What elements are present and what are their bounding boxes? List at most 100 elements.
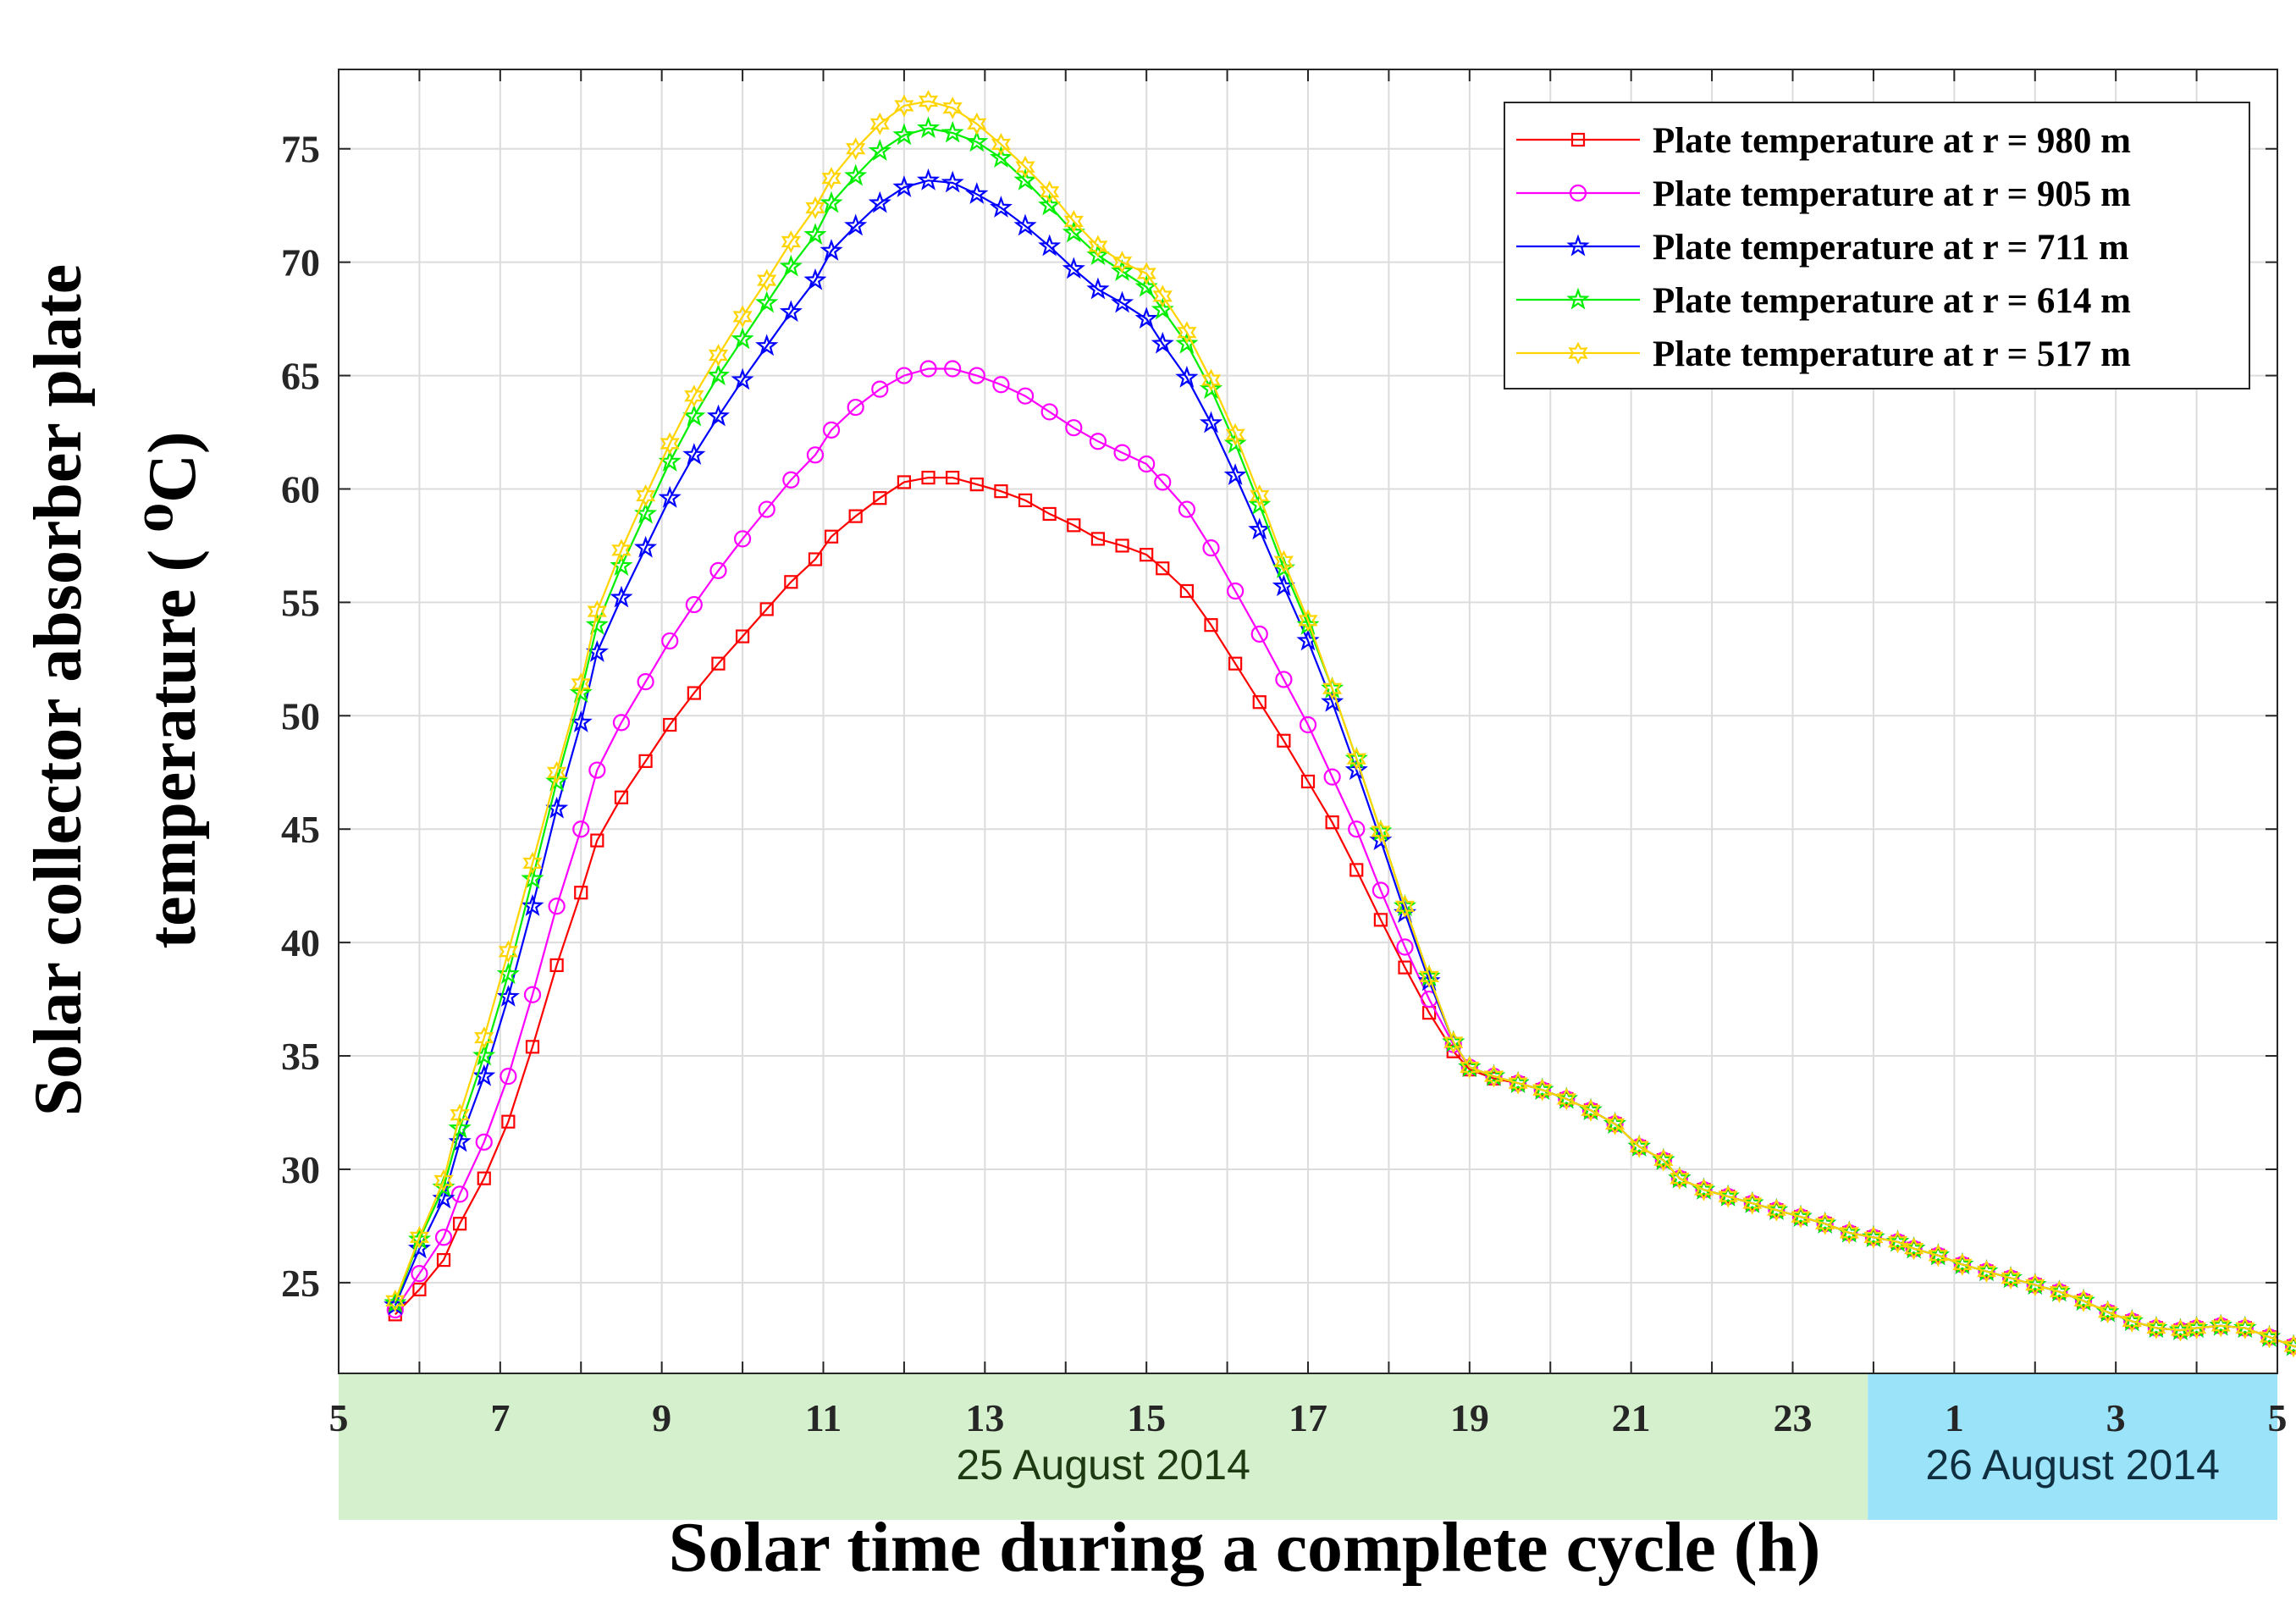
data-point bbox=[610, 554, 633, 577]
data-point bbox=[548, 898, 566, 915]
data-point bbox=[1223, 463, 1247, 485]
data-point bbox=[1136, 262, 1156, 285]
data-point bbox=[895, 367, 913, 384]
data-point bbox=[1013, 168, 1037, 191]
day-band-label-2: 26 August 2014 bbox=[1925, 1441, 2220, 1489]
data-point bbox=[1791, 1205, 1811, 1229]
data-point bbox=[477, 1171, 491, 1185]
day-band-label-1: 25 August 2014 bbox=[956, 1441, 1250, 1489]
day-bands bbox=[339, 1373, 2277, 1520]
series-line bbox=[394, 100, 2296, 1348]
data-point bbox=[846, 137, 866, 161]
data-point bbox=[732, 305, 753, 329]
data-point bbox=[1202, 539, 1220, 557]
data-point bbox=[614, 790, 629, 804]
series-1 bbox=[388, 470, 2296, 1353]
data-point bbox=[965, 182, 989, 204]
y-tick-label: 40 bbox=[281, 921, 320, 964]
data-point bbox=[806, 446, 825, 464]
data-point bbox=[2283, 1334, 2296, 1358]
data-point bbox=[779, 254, 803, 277]
data-point bbox=[1175, 331, 1199, 354]
y-tick-label: 55 bbox=[281, 581, 320, 624]
data-point bbox=[549, 958, 564, 973]
data-point bbox=[1086, 277, 1110, 300]
x-tick-label: 23 bbox=[1774, 1396, 1813, 1439]
data-point bbox=[633, 535, 658, 558]
y-tick-label: 65 bbox=[281, 355, 320, 398]
data-point bbox=[1252, 695, 1267, 710]
data-point bbox=[1419, 964, 1439, 988]
data-point bbox=[585, 612, 609, 635]
data-point bbox=[1040, 180, 1060, 203]
data-point bbox=[1204, 618, 1218, 633]
data-point bbox=[682, 404, 706, 427]
data-point bbox=[663, 717, 677, 732]
data-point bbox=[611, 539, 632, 562]
data-point bbox=[660, 432, 680, 456]
data-point bbox=[2025, 1273, 2045, 1296]
data-point bbox=[1040, 403, 1058, 421]
x-tick-label: 19 bbox=[1450, 1396, 1489, 1439]
data-point bbox=[1348, 820, 1366, 838]
x-tick-label: 1 bbox=[1945, 1396, 1964, 1439]
y-axis-label-line2: temperature ( ⁰C) bbox=[135, 431, 210, 948]
data-point bbox=[808, 552, 823, 566]
data-point bbox=[569, 681, 593, 704]
data-point bbox=[803, 268, 827, 290]
data-point bbox=[1067, 518, 1081, 533]
day-band-1 bbox=[339, 1373, 1868, 1520]
data-point bbox=[1200, 368, 1222, 392]
data-point bbox=[731, 367, 754, 390]
data-point bbox=[1863, 1225, 1884, 1249]
data-point bbox=[1250, 484, 1270, 507]
data-point bbox=[658, 485, 682, 508]
x-tick-label: 21 bbox=[1612, 1396, 1651, 1439]
data-point bbox=[820, 191, 843, 213]
data-point bbox=[868, 139, 891, 161]
data-point bbox=[1460, 1056, 1480, 1079]
data-point bbox=[1653, 1148, 1674, 1172]
data-point bbox=[921, 470, 936, 485]
data-point bbox=[1273, 550, 1294, 573]
data-point bbox=[572, 820, 590, 838]
legend-label: Plate temperature at r = 980 m bbox=[1653, 121, 2131, 161]
data-point bbox=[706, 363, 730, 386]
data-point bbox=[1199, 411, 1223, 434]
data-point bbox=[448, 1116, 472, 1139]
data-point bbox=[1115, 539, 1129, 553]
data-point bbox=[848, 509, 863, 523]
data-point bbox=[757, 268, 777, 292]
x-tick-label: 17 bbox=[1289, 1396, 1327, 1439]
data-point bbox=[1815, 1212, 1835, 1235]
data-point bbox=[1063, 210, 1084, 233]
data-point bbox=[450, 1103, 470, 1127]
data-point bbox=[1605, 1113, 1625, 1135]
data-point bbox=[1154, 473, 1172, 491]
data-point bbox=[1038, 234, 1062, 257]
data-point bbox=[824, 529, 839, 544]
data-point bbox=[781, 230, 802, 253]
data-point bbox=[1629, 1135, 1649, 1158]
data-point bbox=[989, 196, 1013, 218]
y-tick-label: 60 bbox=[281, 467, 320, 511]
data-point bbox=[2210, 1314, 2231, 1338]
data-point bbox=[942, 97, 963, 119]
data-point bbox=[474, 1026, 494, 1049]
data-point bbox=[409, 1225, 429, 1249]
data-point bbox=[706, 404, 730, 427]
data-point bbox=[1016, 387, 1035, 405]
data-point bbox=[916, 116, 941, 139]
y-tick-label: 30 bbox=[281, 1148, 320, 1191]
x-tick-label: 5 bbox=[329, 1396, 349, 1439]
data-point bbox=[1138, 455, 1156, 473]
data-point bbox=[1248, 517, 1272, 540]
data-point bbox=[496, 962, 520, 985]
data-point bbox=[498, 940, 518, 964]
y-tick-label: 75 bbox=[281, 128, 320, 171]
data-point bbox=[968, 367, 985, 384]
data-point bbox=[1372, 881, 1389, 899]
data-point bbox=[411, 1265, 428, 1283]
x-tick-labels: 5 7 9 11 13 15 17 19 21 23 1 3 5 bbox=[329, 1396, 2288, 1439]
